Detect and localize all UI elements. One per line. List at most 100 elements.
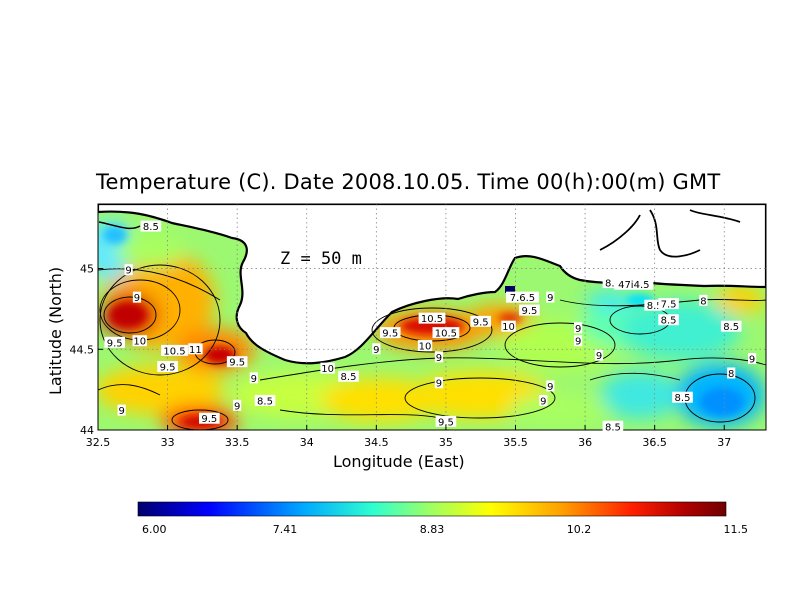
colorbar-label: 7.41 (273, 523, 298, 536)
contour-label: 9.5 (157, 361, 178, 374)
svg-text:7.5: 7.5 (661, 300, 677, 311)
svg-text:9: 9 (749, 354, 755, 365)
svg-text:9: 9 (251, 374, 257, 385)
contour-label: 9 (747, 352, 757, 365)
depth-annotation: Z = 50 m (280, 249, 362, 269)
contour-label: 8.5 (720, 320, 742, 333)
contour-label: 10.5 (432, 327, 460, 340)
contour-label: 9.5 (470, 315, 492, 328)
contour-label: 8.5 (140, 220, 162, 233)
contour-label: 10 (417, 340, 433, 353)
y-axis: 44 44.5 45 (70, 263, 103, 437)
svg-text:9.5: 9.5 (473, 317, 489, 328)
svg-text:10: 10 (502, 322, 515, 333)
contour-label: 9 (594, 349, 604, 362)
contour-label: 8.5 (602, 277, 624, 290)
contour-label: 9 (132, 291, 142, 304)
contour-label: 9 (546, 380, 555, 393)
x-tick-label: 32.5 (86, 436, 111, 449)
x-axis-label: Longitude (East) (333, 452, 465, 471)
svg-text:9: 9 (547, 382, 553, 393)
colorbar-label: 6.00 (142, 523, 167, 536)
contour-label: 10 (501, 320, 516, 333)
contour-label: 8.5 (658, 314, 679, 327)
svg-text:9.5: 9.5 (438, 417, 454, 428)
x-axis: 32.5 33 33.5 34 34.5 35 35.5 36 36.5 37 (86, 425, 731, 449)
svg-text:11: 11 (189, 345, 202, 356)
contour-label: 7.5 (658, 298, 679, 311)
svg-text:9: 9 (575, 324, 581, 335)
contour-label: 9 (117, 404, 126, 417)
svg-text:9: 9 (436, 353, 442, 364)
contour-label: 47i4.5 (614, 278, 654, 291)
svg-text:8: 8 (700, 296, 706, 307)
contour-label: 9 (546, 291, 555, 304)
svg-text:8.5: 8.5 (661, 316, 677, 327)
contour-label: 10.5 (161, 344, 188, 357)
svg-text:9: 9 (540, 396, 546, 407)
contour-label: 9 (233, 399, 242, 412)
svg-text:9: 9 (547, 293, 553, 304)
svg-text:8.5: 8.5 (341, 372, 357, 383)
x-tick-label: 34 (300, 436, 314, 449)
contour-label: 9.5 (104, 336, 125, 349)
contour-label: 9.5 (519, 304, 540, 317)
svg-text:9.5: 9.5 (382, 329, 398, 340)
chart-title: Temperature (C). Date 2008.10.05. Time 0… (96, 170, 721, 194)
svg-text:10.5: 10.5 (163, 346, 185, 357)
colorbar: 6.00 7.41 8.83 10.2 11.5 (137, 501, 748, 536)
svg-text:9: 9 (436, 379, 442, 390)
svg-text:9: 9 (134, 293, 140, 304)
svg-text:8.5: 8.5 (605, 279, 621, 290)
svg-text:8.5: 8.5 (257, 396, 273, 407)
contour-label: 7.6.5 (505, 291, 539, 304)
contour-label: 11 (188, 343, 203, 356)
svg-text:47i4.5: 47i4.5 (618, 280, 649, 291)
svg-text:8: 8 (728, 369, 734, 380)
svg-text:10.5: 10.5 (435, 329, 457, 340)
contour-label: 9 (539, 394, 548, 407)
svg-text:9.5: 9.5 (160, 363, 176, 374)
contour-label: 9.5 (435, 415, 457, 428)
svg-text:8.5: 8.5 (675, 393, 691, 404)
x-tick-label: 33.5 (225, 436, 250, 449)
colorbar-label: 10.2 (567, 523, 592, 536)
svg-text:8.5: 8.5 (143, 222, 159, 233)
contour-label: 8 (699, 294, 708, 307)
svg-text:8.5: 8.5 (723, 322, 739, 333)
svg-text:9.5: 9.5 (229, 358, 245, 369)
contour-label: 8.5 (254, 394, 276, 407)
svg-text:7.6.5: 7.6.5 (510, 293, 535, 304)
y-tick-label: 44.5 (70, 343, 95, 356)
svg-text:9: 9 (575, 337, 581, 348)
svg-text:9: 9 (234, 401, 240, 412)
contour-label: 9 (249, 372, 258, 385)
contour-label: 9 (434, 351, 444, 364)
svg-text:8.5: 8.5 (647, 301, 663, 312)
svg-text:9: 9 (373, 345, 379, 356)
colorbar-gradient (137, 501, 727, 517)
contour-label: 9.5 (199, 412, 220, 425)
contour-label: 9 (434, 377, 444, 390)
contour-label: 10 (320, 362, 335, 375)
contour-label: 9 (574, 322, 583, 335)
x-tick-label: 36 (578, 436, 592, 449)
svg-text:9: 9 (125, 266, 131, 277)
svg-text:8.5: 8.5 (605, 422, 621, 433)
contour-label: 8.5 (602, 420, 624, 433)
svg-text:9.5: 9.5 (201, 414, 217, 425)
contour-label: 8 (727, 367, 736, 380)
y-tick-label: 44 (80, 424, 94, 437)
contour-label: 8.5 (644, 299, 665, 312)
svg-text:9.5: 9.5 (107, 338, 123, 349)
contour-label: 10 (132, 335, 147, 348)
x-tick-label: 34.5 (364, 436, 389, 449)
x-tick-label: 33 (161, 436, 175, 449)
contour-lines (98, 264, 766, 430)
svg-text:9.5: 9.5 (521, 306, 537, 317)
x-tick-label: 35.5 (503, 436, 528, 449)
x-tick-label: 37 (717, 436, 731, 449)
svg-text:10: 10 (419, 342, 432, 353)
